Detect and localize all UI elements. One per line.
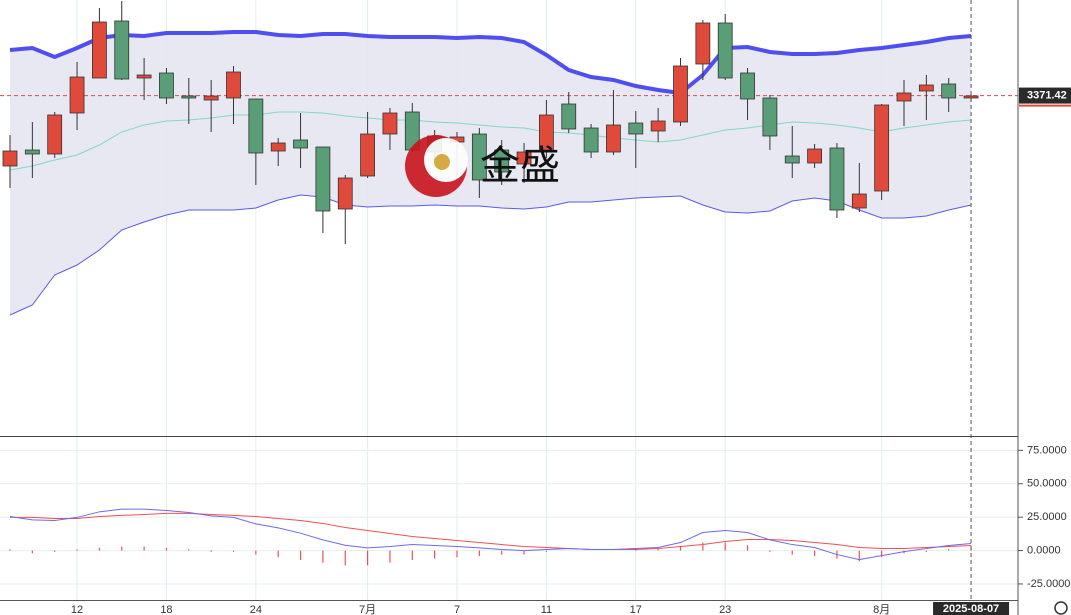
candle-body: [650, 120, 666, 132]
candle-body: [740, 72, 755, 100]
last-price-label: 3371.42: [1027, 89, 1067, 101]
y-tick-label: 75.0000: [1027, 444, 1067, 456]
candle-body: [203, 95, 219, 101]
candle-body: [47, 114, 63, 155]
candle-body: [516, 151, 532, 165]
candle-body: [918, 84, 934, 92]
y-tick-label: 25.0000: [1027, 511, 1067, 523]
candle-body: [896, 92, 912, 102]
crosshair-label: 2025-08-07: [943, 603, 999, 615]
candle-body: [762, 97, 778, 137]
candle-body: [293, 139, 308, 149]
x-tick-label: 11: [541, 604, 552, 615]
x-tick-label: 7月: [359, 604, 376, 615]
x-tick-label: 18: [160, 604, 172, 615]
dea-line: [10, 512, 972, 550]
candle-body: [561, 103, 577, 130]
candle-body: [583, 127, 599, 153]
candle-body: [784, 155, 800, 164]
candle-body: [963, 95, 979, 99]
candle-body: [807, 148, 822, 164]
candle-body: [673, 65, 688, 123]
candle-body: [717, 22, 733, 79]
candle-body: [270, 142, 286, 152]
crosshair-box: [933, 602, 1010, 615]
watermark-text: 金盛: [480, 143, 560, 189]
candle-body: [539, 114, 554, 153]
candle-body: [248, 98, 264, 154]
x-tick-label: 23: [719, 604, 731, 615]
y-tick-label: -25.0000: [1027, 578, 1070, 590]
candle-body: [337, 177, 353, 210]
gear[interactable]: [1054, 601, 1068, 615]
candle-body: [159, 72, 174, 99]
logo-coin: [434, 154, 450, 170]
candle-body: [829, 147, 845, 211]
candle-body: [181, 95, 197, 99]
x-tick-label: 7: [454, 604, 460, 615]
band-lower: [9, 194, 972, 316]
candle-body: [695, 22, 711, 65]
y-tick-label: 50.0000: [1027, 478, 1067, 490]
candle-body: [471, 133, 487, 181]
x-tick-label: 8月: [873, 604, 890, 615]
x-tick-label: 17: [630, 604, 642, 615]
last-price-box: [1019, 87, 1071, 104]
candle-body: [628, 122, 644, 135]
settings-icon[interactable]: [1054, 601, 1068, 615]
candle-body: [606, 124, 621, 153]
candle-body: [24, 149, 40, 155]
candle-body: [226, 71, 241, 99]
candle-body: [382, 112, 398, 135]
candle-body: [136, 74, 152, 79]
x-tick-label: 12: [71, 604, 83, 615]
candle-body: [315, 146, 331, 212]
candle-body: [2, 150, 18, 167]
dif-line: [9, 508, 972, 561]
band-middle: [9, 111, 972, 171]
candle-body: [941, 83, 957, 99]
candle-body: [114, 20, 130, 80]
candle-body: [494, 149, 510, 173]
band-upper: [9, 30, 972, 96]
y-tick-label: 0.0000: [1027, 544, 1061, 556]
candle-body: [360, 133, 376, 177]
watermark-logo: [405, 135, 468, 197]
candle-body: [851, 193, 867, 209]
candle-body: [69, 76, 85, 114]
candle-body: [874, 104, 890, 192]
x-tick-label: 24: [250, 604, 262, 615]
candle-body: [92, 21, 107, 79]
